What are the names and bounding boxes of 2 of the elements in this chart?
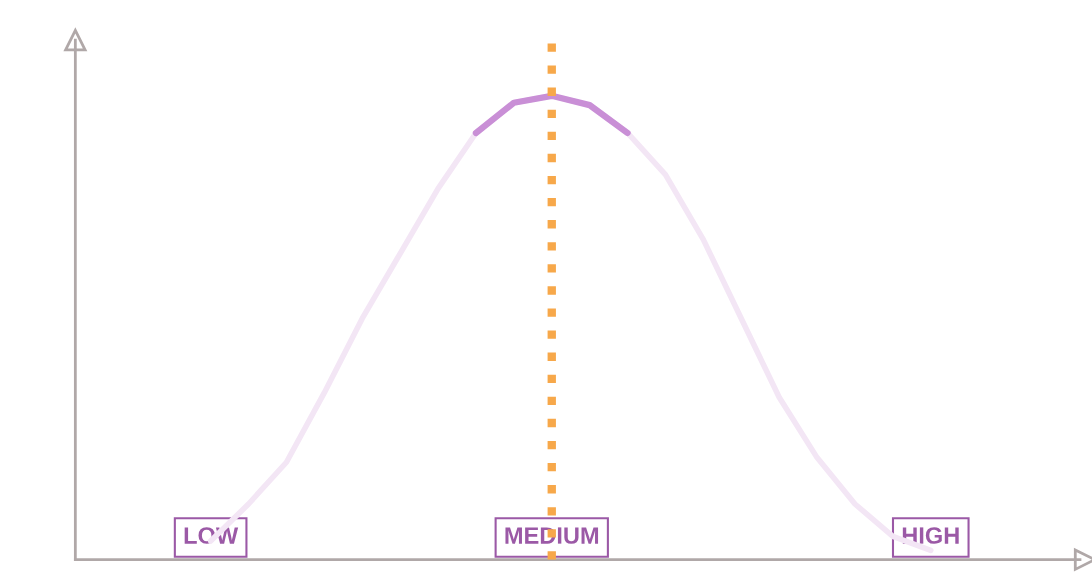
x-tick-label: MEDIUM xyxy=(505,527,599,544)
x-tick-label: HIGH xyxy=(902,527,959,544)
